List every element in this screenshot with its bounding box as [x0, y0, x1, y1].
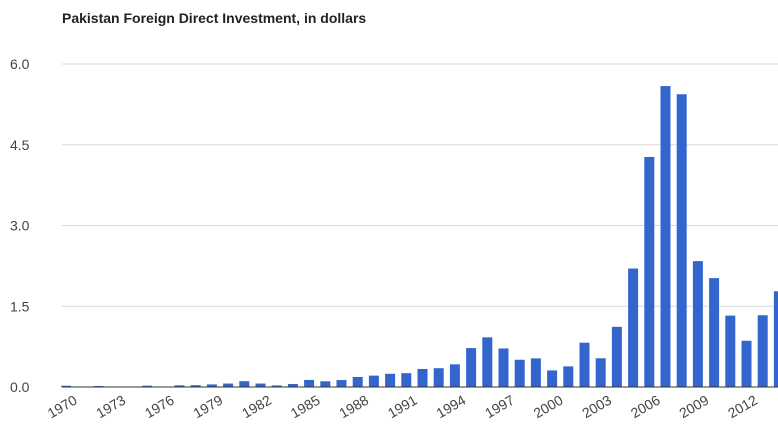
bar [741, 340, 752, 387]
bar [174, 385, 185, 387]
x-tick-label: 2003 [579, 392, 614, 422]
x-tick-label: 1979 [190, 392, 225, 422]
x-tick-label: 1973 [93, 392, 128, 422]
bar [417, 368, 428, 387]
bar [676, 94, 687, 387]
bar [773, 291, 778, 387]
y-tick-label: 3.0 [10, 218, 30, 234]
bar [433, 368, 444, 387]
x-tick-label: 1997 [482, 392, 517, 422]
bar [563, 366, 574, 387]
bar [725, 315, 736, 387]
bar [579, 342, 590, 387]
bar [498, 348, 509, 387]
bar [482, 337, 493, 387]
x-tick-label: 1988 [336, 392, 371, 422]
bar [142, 385, 153, 387]
bar [368, 375, 379, 387]
y-tick-label: 0.0 [10, 379, 30, 395]
bar [401, 373, 412, 387]
x-tick-label: 2006 [628, 392, 663, 422]
x-tick-label: 1994 [433, 392, 468, 422]
bar [449, 364, 460, 387]
bar [206, 384, 217, 387]
bar [628, 268, 639, 387]
x-tick-label: 2000 [531, 392, 566, 422]
x-tick-label: 1970 [45, 392, 80, 422]
x-tick-label: 1991 [385, 392, 420, 422]
bar [644, 156, 655, 387]
x-tick-label: 1985 [288, 392, 323, 422]
bar [611, 326, 622, 387]
y-tick-label: 6.0 [10, 56, 30, 72]
y-tick-label: 1.5 [10, 298, 30, 314]
bar [547, 370, 558, 387]
y-tick-label: 4.5 [10, 137, 30, 153]
bar [709, 278, 720, 387]
x-tick-label: 1976 [142, 392, 177, 422]
bar [385, 373, 396, 387]
x-tick-label: 1982 [239, 392, 274, 422]
bar [660, 86, 671, 388]
x-tick-label: 2009 [676, 392, 711, 422]
chart-title: Pakistan Foreign Direct Investment, in d… [62, 10, 366, 26]
bar [466, 348, 477, 387]
bar [320, 381, 331, 387]
bar [271, 385, 282, 387]
bar [514, 359, 525, 387]
bar [530, 358, 541, 387]
bar [692, 261, 703, 387]
x-tick-label: 2012 [725, 392, 760, 422]
bar [304, 379, 315, 387]
bar [757, 315, 768, 387]
bar [239, 381, 250, 387]
bar [190, 385, 201, 387]
bar [61, 385, 72, 387]
bar [255, 383, 266, 387]
bar [595, 358, 606, 387]
bar [223, 383, 234, 387]
bar [336, 380, 347, 387]
bar [287, 383, 298, 387]
bar [352, 376, 363, 387]
